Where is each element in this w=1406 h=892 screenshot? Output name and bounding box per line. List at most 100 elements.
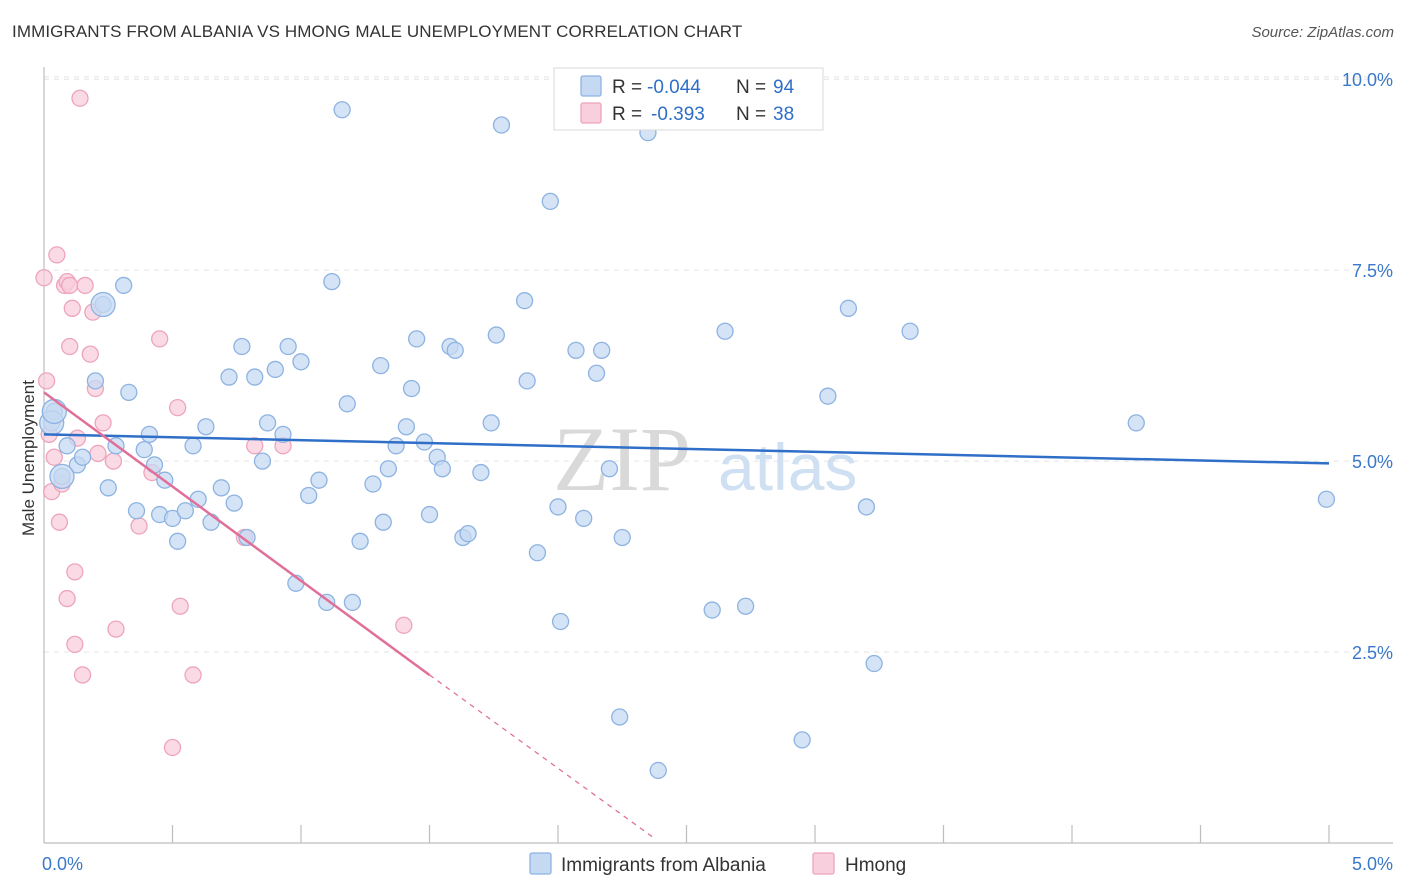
albania-point [246, 368, 264, 386]
albania-point [703, 601, 721, 619]
legend-n-label-hmong: N = [736, 104, 766, 125]
chart-source: Source: ZipAtlas.com [1251, 24, 1394, 41]
series-legend-swatch-hmong [812, 852, 835, 875]
albania-point [587, 364, 606, 382]
albania-point [819, 387, 837, 405]
albania-point [518, 372, 536, 390]
albania-point [351, 532, 369, 550]
albania-point [86, 372, 105, 390]
hmong-point [184, 666, 202, 684]
albania-point [379, 460, 398, 478]
trend-lines [43, 391, 1330, 840]
albania-point [168, 532, 187, 550]
legend-r-label-hmong: R = [612, 104, 642, 125]
albania-point [515, 292, 534, 310]
x-tick-min: 0.0% [42, 854, 83, 874]
hmong-point [71, 89, 89, 107]
albania-point [266, 360, 284, 379]
albania-point [472, 463, 490, 482]
albania-point [593, 341, 611, 359]
albania-point [839, 299, 858, 317]
series-legend-swatch-albania [529, 852, 552, 875]
albania-point [1317, 490, 1336, 508]
albania-point-large [90, 291, 116, 318]
albania-point [901, 322, 919, 340]
albania-point [233, 337, 251, 356]
hmong-point [94, 414, 112, 432]
watermark-atlas: atlas [718, 430, 857, 504]
albania-points [39, 101, 1336, 780]
legend-r-value-albania: -0.044 [647, 77, 701, 98]
legend-swatch-albania [580, 75, 602, 97]
albania-point [99, 479, 117, 497]
albania-point [433, 460, 452, 478]
albania-point [258, 414, 277, 432]
hmong-point [395, 616, 413, 634]
series-legend-label-albania: Immigrants from Albania [561, 855, 766, 876]
albania-point [549, 498, 567, 516]
albania-point [716, 322, 734, 340]
albania-point [120, 383, 138, 402]
hmong-points [35, 89, 413, 757]
albania-point [575, 509, 593, 528]
albania-point [459, 525, 477, 543]
hmong-point [171, 597, 189, 615]
hmong-point [73, 666, 92, 684]
legend-r-value-hmong: -0.393 [651, 104, 705, 125]
albania-point [551, 612, 570, 631]
y-axis-label: Male Unemployment [19, 380, 38, 536]
hmong-point [81, 345, 99, 363]
albania-point [292, 353, 310, 371]
albania-point [58, 437, 76, 455]
albania-point [857, 498, 876, 516]
hmong-point [61, 276, 79, 295]
albania-point [115, 276, 133, 295]
albania-point [333, 101, 351, 119]
hmong-point [107, 620, 125, 638]
y-tick-label: 2.5% [1352, 643, 1393, 663]
hmong-point [63, 299, 81, 317]
hmong-point [130, 517, 148, 535]
hmong-point [150, 330, 169, 348]
albania-point [184, 437, 202, 455]
albania-point [343, 593, 362, 612]
hmong-point [246, 437, 264, 455]
albania-point [865, 654, 883, 673]
legend-n-value-hmong: 38 [773, 104, 794, 125]
axes [43, 67, 1393, 844]
albania-point [387, 437, 405, 455]
hmong-point [104, 452, 123, 470]
albania-point [310, 471, 328, 489]
albania-point-large [49, 463, 75, 490]
chart-title: IMMIGRANTS FROM ALBANIA VS HMONG MALE UN… [12, 22, 743, 41]
hmong-point [168, 398, 187, 417]
hmong-point [37, 372, 56, 390]
hmong-point [66, 563, 84, 581]
albania-point [487, 326, 505, 344]
watermark: ZIP atlas [553, 408, 857, 510]
x-tick-max: 5.0% [1352, 854, 1393, 874]
y-tick-labels: 2.5% 5.0% 7.5% 10.0% [1342, 70, 1393, 663]
hmong-point [50, 513, 69, 531]
albania-point [140, 425, 159, 444]
legend-swatch-hmong [580, 102, 602, 124]
albania-point [338, 395, 356, 413]
hmong-point [66, 635, 84, 654]
albania-point [482, 414, 500, 432]
hmong-point [61, 337, 79, 356]
albania-point [1127, 414, 1145, 432]
albania-point [649, 761, 667, 780]
albania-point [253, 452, 272, 470]
albania-point [541, 192, 559, 211]
hmong-trend-extension [429, 674, 657, 840]
albania-point [212, 479, 230, 497]
hmong-point [163, 738, 182, 757]
legend-r-label-albania: R = [612, 77, 642, 98]
albania-point [402, 379, 421, 398]
albania-point [793, 731, 811, 749]
albania-point-large [41, 398, 67, 425]
albania-point [238, 528, 256, 547]
hmong-trend-line [43, 391, 431, 676]
albania-point [567, 341, 585, 359]
albania-point [397, 418, 416, 436]
